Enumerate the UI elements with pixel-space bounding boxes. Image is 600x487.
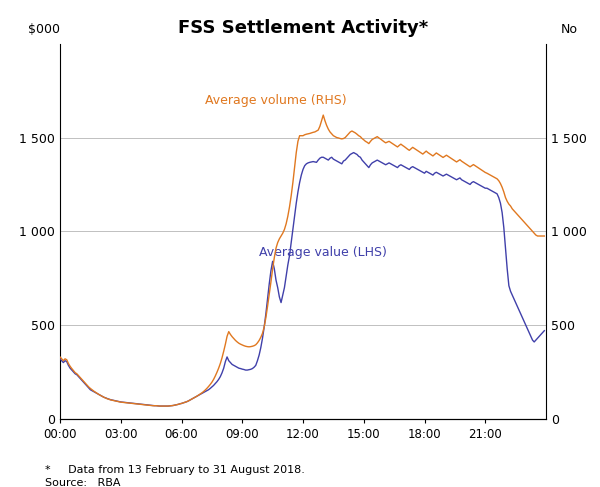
- Text: *     Data from 13 February to 31 August 2018.: * Data from 13 February to 31 August 201…: [45, 465, 305, 475]
- Text: $000: $000: [28, 23, 61, 37]
- Title: FSS Settlement Activity*: FSS Settlement Activity*: [178, 19, 428, 37]
- Text: Average value (LHS): Average value (LHS): [259, 246, 387, 259]
- Text: Average volume (RHS): Average volume (RHS): [205, 94, 347, 107]
- Text: Source:   RBA: Source: RBA: [45, 478, 121, 487]
- Text: No: No: [560, 23, 578, 37]
